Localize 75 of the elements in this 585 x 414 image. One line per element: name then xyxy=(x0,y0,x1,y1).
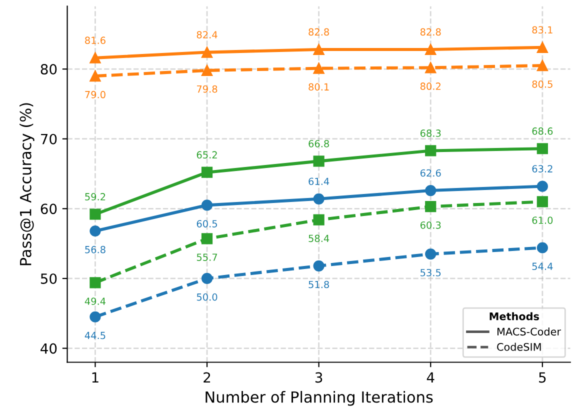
point xyxy=(536,242,548,254)
y-tick-label: 70 xyxy=(41,134,57,144)
point xyxy=(201,64,213,76)
data-label: 82.8 xyxy=(420,28,441,36)
point xyxy=(201,166,213,178)
point xyxy=(313,44,324,56)
data-label: 55.7 xyxy=(196,254,218,261)
point xyxy=(90,208,101,220)
point xyxy=(425,184,436,196)
point xyxy=(536,42,548,53)
y-tick-label: 50 xyxy=(40,273,57,284)
data-label: 56.8 xyxy=(85,246,106,254)
y-tick-label: 40 xyxy=(40,343,57,354)
point xyxy=(425,248,436,260)
point xyxy=(425,145,436,156)
data-label: 83.1 xyxy=(532,26,552,34)
point xyxy=(425,44,436,56)
y-tick-label: 80 xyxy=(40,64,57,75)
data-label: 79.8 xyxy=(197,85,218,93)
point xyxy=(201,272,213,284)
x-axis-title: Number of Planning Iterations xyxy=(206,390,433,406)
point xyxy=(201,46,213,58)
annotation: MACS-Coder xyxy=(497,328,561,336)
y-tick-label: 60 xyxy=(40,204,57,214)
x-tick-label: 5 xyxy=(539,372,546,383)
point xyxy=(90,277,101,288)
data-label: 66.8 xyxy=(308,140,329,148)
data-label: 49.4 xyxy=(84,298,106,305)
point xyxy=(536,180,548,192)
point xyxy=(90,70,101,82)
data-label: 53.5 xyxy=(420,268,441,276)
data-label: 44.5 xyxy=(84,332,106,340)
point xyxy=(201,233,213,244)
point xyxy=(313,260,324,272)
legend-title: Methods xyxy=(490,312,539,320)
annotation: CodeSIM xyxy=(497,342,541,351)
data-label: 61.0 xyxy=(532,216,553,224)
point xyxy=(90,311,101,322)
data-label: 50.0 xyxy=(196,293,218,301)
data-label: 80.1 xyxy=(308,83,329,91)
x-tick-label: 3 xyxy=(315,372,322,383)
data-label: 80.5 xyxy=(532,80,552,88)
data-label: 60.3 xyxy=(420,221,441,229)
point xyxy=(313,156,324,167)
data-label: 62.6 xyxy=(420,169,441,177)
data-label: 65.2 xyxy=(196,151,217,159)
y-axis-title: Pass@1 Accuracy (%) xyxy=(20,103,34,266)
point xyxy=(536,60,548,72)
point xyxy=(313,214,324,226)
point xyxy=(90,52,101,64)
data-label: 60.5 xyxy=(196,220,217,228)
x-tick-label: 4 xyxy=(426,372,434,383)
point xyxy=(425,201,436,212)
data-label: 68.3 xyxy=(420,130,441,137)
point xyxy=(536,196,548,208)
point xyxy=(425,62,436,74)
data-label: 63.2 xyxy=(532,165,552,172)
data-label: 82.4 xyxy=(196,31,218,38)
data-label: 80.2 xyxy=(420,82,440,90)
data-label: 54.4 xyxy=(532,262,553,270)
data-label: 51.8 xyxy=(308,280,329,288)
data-label: 81.6 xyxy=(85,36,106,44)
point xyxy=(313,62,324,74)
x-tick-label: 1 xyxy=(92,372,98,383)
point xyxy=(90,225,101,237)
data-label: 79.0 xyxy=(85,90,106,98)
data-label: 61.4 xyxy=(308,178,330,186)
point xyxy=(201,200,213,211)
data-label: 58.4 xyxy=(308,234,330,242)
data-label: 82.8 xyxy=(308,28,329,36)
point xyxy=(536,143,548,154)
data-label: 68.6 xyxy=(532,127,553,135)
x-tick-label: 2 xyxy=(204,372,210,383)
point xyxy=(313,193,324,204)
data-label: 59.2 xyxy=(85,193,106,200)
